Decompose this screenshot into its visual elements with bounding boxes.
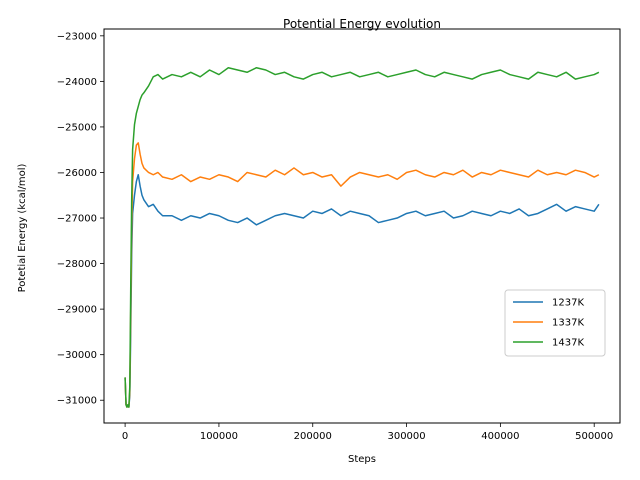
y-tick-label: −25000	[57, 122, 97, 133]
y-tick-label: −30000	[57, 350, 97, 361]
legend-label-1237K: 1237K	[552, 298, 584, 309]
y-tick-label: −27000	[57, 214, 97, 225]
y-tick-label: −29000	[57, 305, 97, 316]
chart-title: Potential Energy evolution	[283, 17, 441, 31]
x-tick-label: 500000	[575, 431, 613, 442]
y-tick-label: −23000	[57, 31, 97, 42]
legend-label-1437K: 1437K	[552, 338, 584, 349]
legend: 1237K 1337K 1437K	[504, 289, 606, 357]
series-line-1337K	[124, 142, 600, 408]
x-tick-label: 200000	[294, 431, 332, 442]
x-axis-label: Steps	[348, 454, 376, 465]
x-axis: 0 100000 200000 300000 400000 500000	[122, 423, 613, 442]
y-tick-label: −26000	[57, 168, 97, 179]
y-tick-label: −24000	[57, 77, 97, 88]
plot-frame	[103, 28, 621, 424]
y-tick-label: −28000	[57, 259, 97, 270]
plot-lines	[124, 66, 600, 408]
y-tick-label: −31000	[57, 396, 97, 407]
legend-box	[504, 289, 606, 357]
series-line-1237K	[124, 174, 600, 408]
series-line-1437K	[124, 66, 600, 408]
y-axis: −31000 −30000 −29000 −28000 −27000 −26000 −250…	[57, 31, 104, 407]
legend-label-1337K: 1337K	[552, 318, 584, 329]
x-tick-label: 300000	[387, 431, 425, 442]
x-tick-label: 400000	[481, 431, 519, 442]
y-axis-label: Potetial Energy (kcal/mol)	[17, 163, 28, 292]
x-tick-label: 100000	[200, 431, 238, 442]
x-tick-label: 0	[122, 431, 128, 442]
